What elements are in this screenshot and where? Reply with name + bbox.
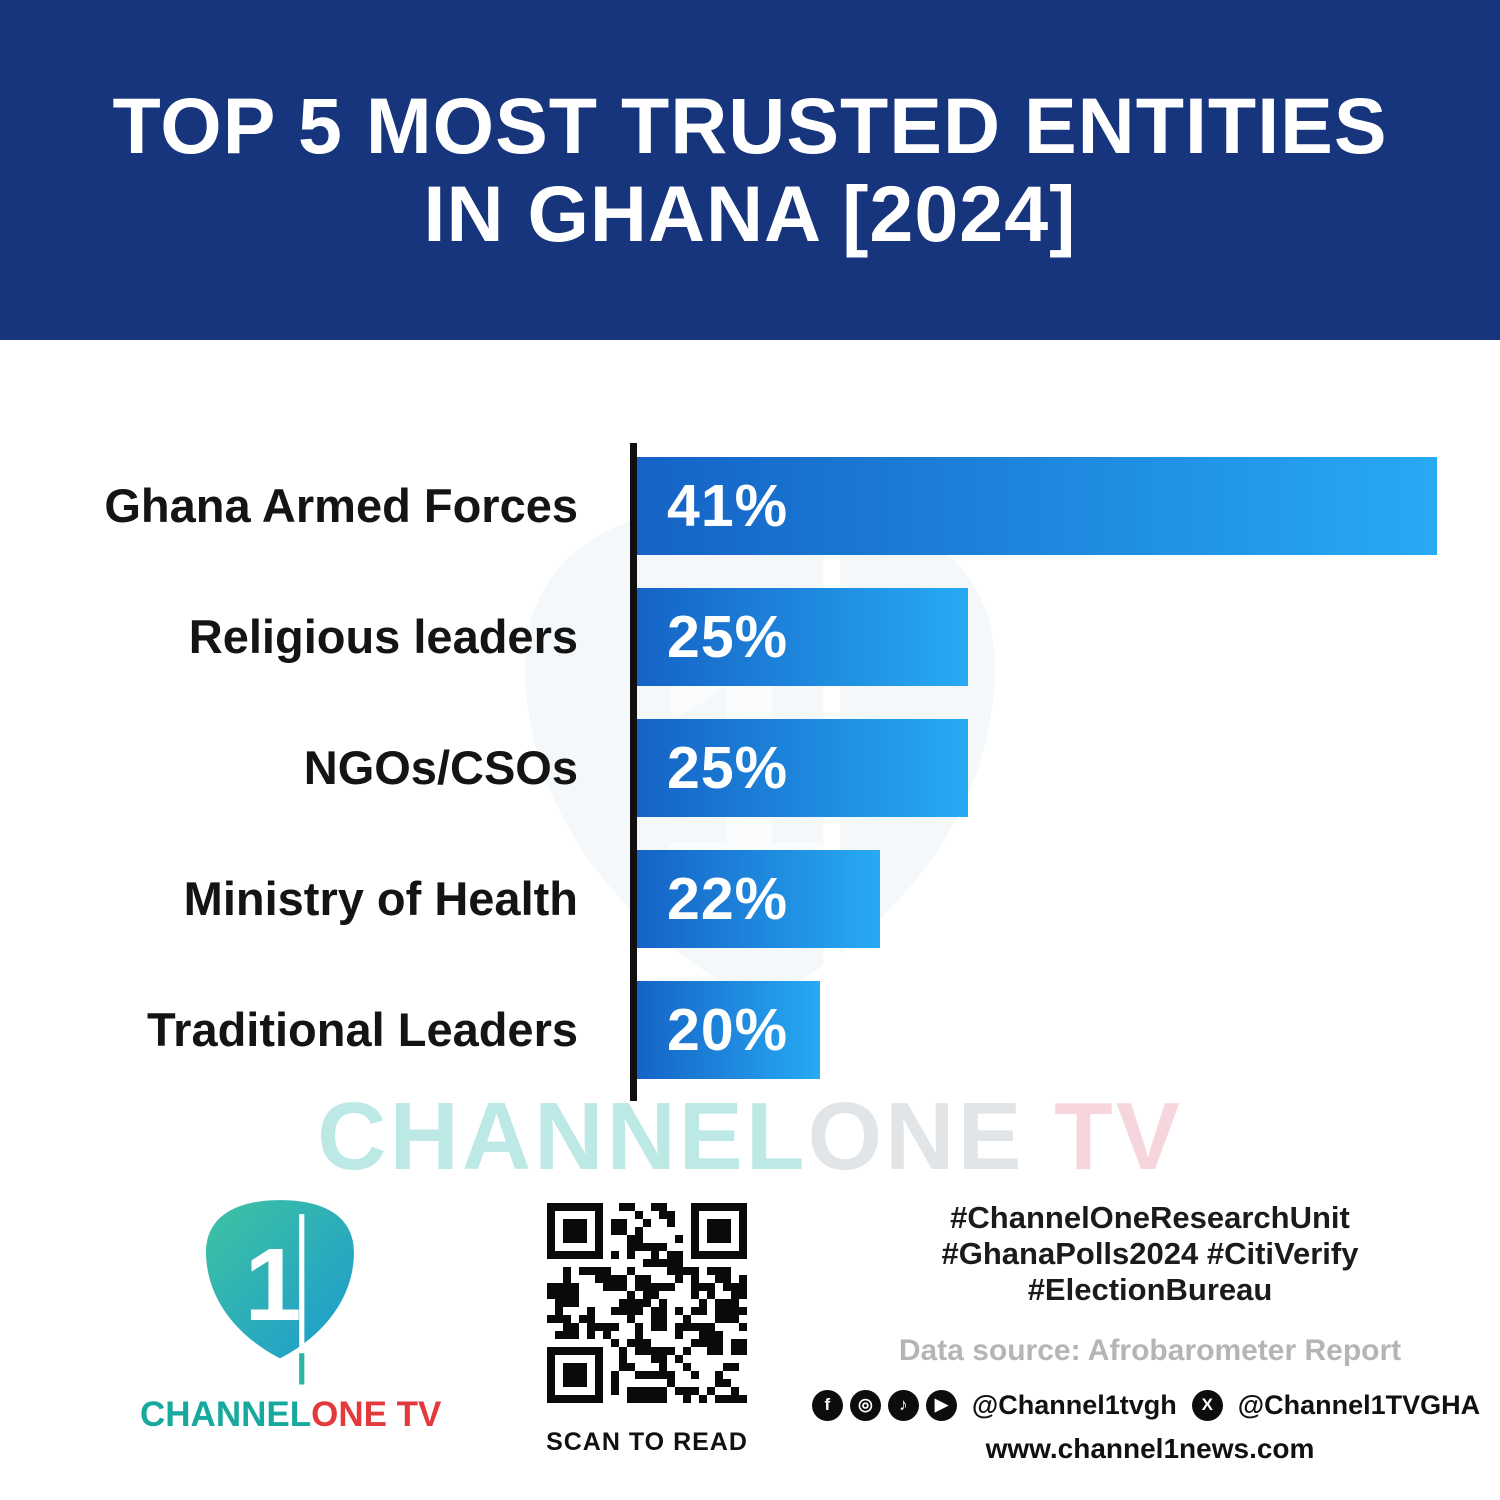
- bar-track: 25%: [637, 718, 1437, 817]
- youtube-icon: ▶: [925, 1389, 957, 1421]
- bar-traditional-leaders: 20%: [637, 980, 821, 1079]
- header-banner: TOP 5 MOST TRUSTED ENTITIES IN GHANA [20…: [0, 0, 1500, 340]
- instagram-icon: ◎: [849, 1389, 881, 1421]
- bar-value-label: 20%: [667, 996, 789, 1063]
- page-title-line1: TOP 5 MOST TRUSTED ENTITIES: [112, 80, 1388, 170]
- bar-ngos-csos: 25%: [637, 718, 969, 817]
- data-source-text: Data source: Afrobarometer Report: [898, 1333, 1402, 1367]
- facebook-icon: f: [811, 1389, 843, 1421]
- hashtags-line1: #ChannelOneResearchUnit: [950, 1200, 1350, 1235]
- bar-chart: Ghana Armed Forces 41% Religious leaders…: [0, 440, 1500, 1095]
- bar-value-label: 25%: [667, 603, 789, 670]
- bar-track: 25%: [637, 587, 1437, 686]
- tiktok-icon: ♪: [887, 1389, 919, 1421]
- chart-row: Ministry of Health 22%: [0, 833, 1500, 964]
- hashtags-line2: #GhanaPolls2024 #CitiVerify: [941, 1235, 1359, 1271]
- hashtags-line3: #ElectionBureau: [1027, 1271, 1273, 1307]
- website-url: www.channel1news.com: [985, 1432, 1315, 1464]
- logo-wordmark-channel: CHANNEL: [140, 1395, 312, 1434]
- chart-axis-line: [630, 443, 637, 1101]
- bar-value-label: 22%: [667, 865, 789, 932]
- category-label: Ministry of Health: [183, 872, 578, 925]
- chart-row: NGOs/CSOs 25%: [0, 702, 1500, 833]
- category-label: Traditional Leaders: [147, 1003, 578, 1056]
- chart-row: Religious leaders 25%: [0, 571, 1500, 702]
- social-handle-1: @Channel1tvgh: [971, 1389, 1177, 1420]
- bar-religious-leaders: 25%: [637, 587, 969, 686]
- logo-wordmark: CHANNELONE TV: [140, 1395, 441, 1435]
- bar-value-label: 41%: [667, 472, 789, 539]
- channelone-logo-icon: 1: [206, 1200, 354, 1385]
- category-label: Religious leaders: [188, 610, 578, 663]
- bar-track: 41%: [637, 456, 1437, 555]
- channelone-logo: 1 CHANNELONE TV: [140, 1188, 441, 1435]
- bar-track: 20%: [637, 980, 1437, 1079]
- category-label: Ghana Armed Forces: [104, 479, 578, 532]
- chart-row: Ghana Armed Forces 41%: [0, 440, 1500, 571]
- page-title-line2: IN GHANA [2024]: [423, 169, 1077, 258]
- watermark-tv: TV: [1054, 1083, 1183, 1190]
- category-label: NGOs/CSOs: [303, 741, 578, 794]
- qr-code: [547, 1203, 747, 1403]
- social-handle-2: @Channel1TVGHA: [1237, 1389, 1481, 1420]
- bar-value-label: 25%: [667, 734, 789, 801]
- x-icon: X: [1191, 1389, 1223, 1421]
- bar-ministry-of-health: 22%: [637, 849, 881, 948]
- logo-wordmark-onetv: ONE TV: [311, 1395, 442, 1434]
- qr-caption: SCAN TO READ: [546, 1428, 748, 1456]
- logo-numeral: 1: [245, 1227, 302, 1342]
- bar-track: 22%: [637, 849, 1437, 948]
- bar-ghana-armed-forces: 41%: [637, 456, 1437, 555]
- social-row: f ◎ ♪ ▶ @Channel1tvgh X @Channel1TVGHA: [811, 1389, 1488, 1421]
- chart-row: Traditional Leaders 20%: [0, 964, 1500, 1095]
- footer-right-block: #ChannelOneResearchUnit #GhanaPolls2024 …: [811, 1200, 1480, 1465]
